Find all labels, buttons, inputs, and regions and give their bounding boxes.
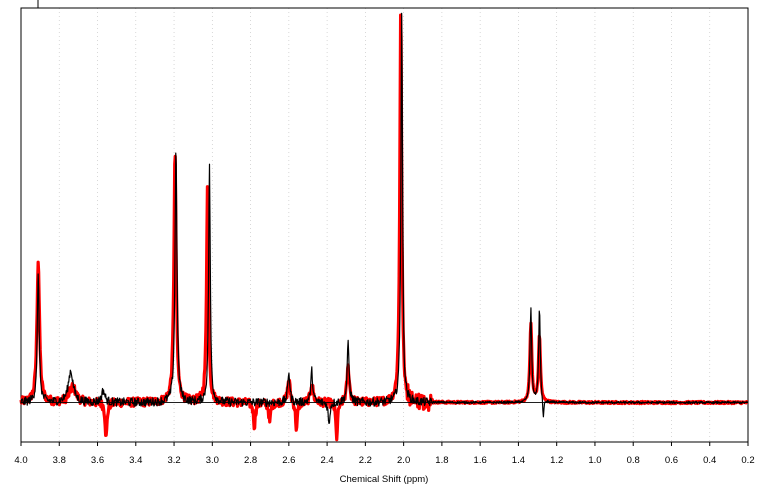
x-tick-label: 2.2 — [359, 455, 372, 466]
x-tick-label: 3.6 — [91, 455, 104, 466]
x-axis-ticks: 4.0 3.8 3.6 3.4 3.2 3.0 2.8 2.6 2.4 2.2 2.0 1.8 1.6 1… — [14, 442, 755, 466]
x-tick-label: 3.4 — [129, 455, 142, 466]
vertical-grid-lines — [58, 8, 711, 442]
plot-frame — [20, 7, 749, 443]
x-tick-label: 1.4 — [512, 455, 525, 466]
spectrum-series — [19, 12, 750, 442]
x-tick-label: 2.0 — [397, 455, 410, 466]
x-tick-label: 1.2 — [550, 455, 563, 466]
x-axis-label: Chemical Shift (ppm) — [340, 474, 429, 485]
x-tick-label: 0.2 — [741, 455, 754, 466]
x-tick-label: 3.8 — [53, 455, 66, 466]
spectrum-line-1 — [19, 13, 750, 442]
x-tick-label: 3.0 — [206, 455, 219, 466]
spectrum-line-2 — [20, 12, 749, 424]
x-tick-label: 3.2 — [167, 455, 180, 466]
x-tick-label: 0.6 — [665, 455, 678, 466]
x-tick-label: 0.4 — [703, 455, 716, 466]
x-tick-label: 4.0 — [14, 455, 27, 466]
x-tick-label: 1.8 — [435, 455, 448, 466]
x-tick-label: 1.0 — [588, 455, 601, 466]
x-tick-label: 0.8 — [627, 455, 640, 466]
x-tick-label: 1.6 — [474, 455, 487, 466]
x-tick-label: 2.4 — [320, 455, 333, 466]
x-tick-label: 2.8 — [244, 455, 257, 466]
x-tick-label: 2.6 — [282, 455, 295, 466]
